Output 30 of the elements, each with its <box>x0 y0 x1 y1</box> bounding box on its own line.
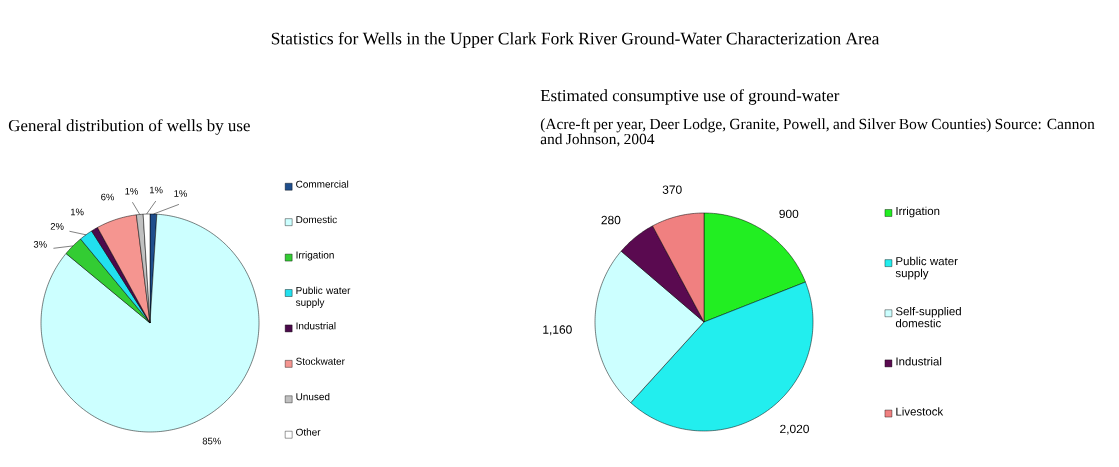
legend-label: Self-supplied domestic <box>895 306 961 328</box>
data-label: 1,160 <box>543 325 572 336</box>
data-label: 2,020 <box>780 424 809 435</box>
data-label: 280 <box>601 215 621 225</box>
legend-label: Public water supply <box>895 256 958 280</box>
legend-label: Irrigation <box>896 206 940 218</box>
legend-label: Commercial <box>296 180 349 188</box>
data-label: 6% <box>101 193 115 201</box>
legend-label: Stockwater <box>296 357 345 365</box>
chart-subtitle: General distribution of wells by use <box>8 119 250 135</box>
data-label: 1% <box>70 208 84 216</box>
legend-label: Industrial <box>296 322 336 330</box>
legend-label: Unused <box>296 392 330 401</box>
chart-subtitle: (Acre-ft per year, Deer Lodge, Granite, Powell, and Silver Bow Counties) Source: Cannon and Johnson, 2004 <box>540 118 1095 147</box>
data-label: 1% <box>125 187 138 195</box>
legend-label: Industrial <box>896 357 942 366</box>
data-label: 1% <box>149 186 163 194</box>
text: Statistics for Wells in the Upper Clark Fork River Ground-Water Characterization Area <box>271 31 880 48</box>
data-label: 370 <box>662 185 682 194</box>
legend-label: Livestock <box>896 407 944 416</box>
chart-title: Estimated consumptive use of ground-water <box>540 89 840 105</box>
data-label: 900 <box>779 209 799 219</box>
legend-label: Other <box>296 428 321 436</box>
data-label: 3% <box>33 240 47 248</box>
data-label: 85% <box>202 437 221 445</box>
legend-label: Irrigation <box>296 251 334 261</box>
legend-label: Public water supply <box>295 286 351 308</box>
data-label: 1% <box>174 190 188 197</box>
legend-label: Domestic <box>296 215 337 224</box>
data-label: 2% <box>50 223 64 230</box>
